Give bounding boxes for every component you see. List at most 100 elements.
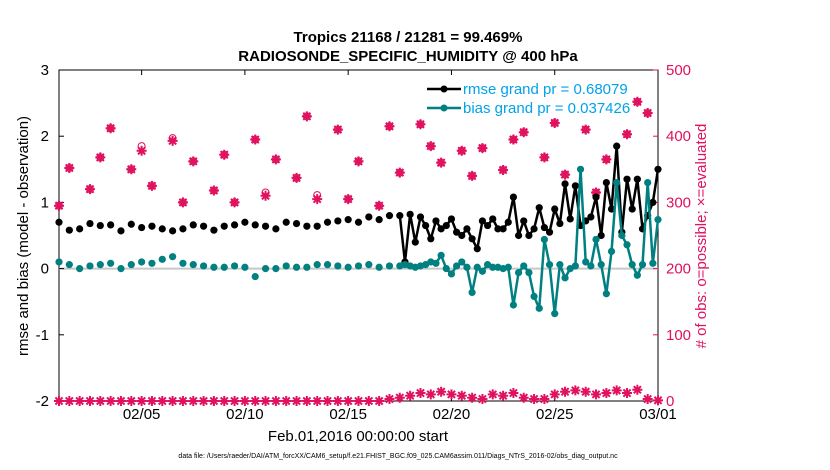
rmse-point: [189, 221, 197, 229]
bias-point: [607, 247, 616, 255]
obs-lower-point: [591, 389, 602, 400]
obs-lower-point: [270, 396, 281, 406]
bias-point: [592, 235, 600, 244]
obs-lower-point: [146, 396, 157, 406]
obs-lower-point: [177, 396, 188, 406]
rmse-point: [509, 193, 518, 201]
bias-point: [344, 263, 352, 271]
rmse-point: [261, 222, 270, 230]
bias-point: [158, 255, 166, 263]
obs-possible-series: [54, 96, 653, 211]
obs-lower-point: [384, 394, 395, 405]
x-tick-label: 02/10: [226, 406, 264, 423]
bias-point: [649, 259, 657, 267]
obs-lower-point: [157, 396, 168, 406]
obs-lower-point: [64, 396, 75, 406]
rmse-point: [613, 142, 621, 150]
rmse-point: [272, 225, 280, 233]
bias-point: [189, 261, 197, 269]
bias-point: [169, 253, 177, 261]
bias-point: [210, 263, 218, 271]
rmse-point: [602, 178, 610, 187]
rmse-point: [504, 218, 512, 226]
bias-point: [453, 262, 461, 270]
rmse-point: [535, 204, 543, 212]
legend-rmse-label: rmse grand pr = 0.68079: [463, 81, 628, 98]
obs-lower-point: [115, 396, 126, 406]
bias-point: [148, 259, 156, 267]
obs-lower-point: [498, 390, 509, 401]
bias-point: [375, 263, 383, 271]
obs-evaluated-point: [84, 184, 95, 195]
legend-bias-marker: [440, 104, 448, 112]
obs-evaluated-point: [312, 194, 323, 205]
obs-lower-point: [632, 384, 643, 395]
obs-lower-point: [198, 396, 209, 406]
rmse-point: [571, 182, 579, 190]
y-left-tick-label: 1: [41, 194, 49, 211]
bias-point: [582, 258, 590, 266]
obs-lower-point: [167, 396, 178, 406]
rmse-point: [463, 225, 471, 233]
bias-point: [587, 262, 595, 270]
obs-evaluated-point: [332, 124, 343, 135]
obs-lower-point: [229, 396, 240, 406]
rmse-point: [313, 222, 321, 230]
obs-lower-point: [549, 389, 560, 400]
obs-lower-point: [467, 392, 478, 403]
rmse-point: [494, 225, 502, 233]
obs-evaluated-point: [477, 143, 488, 154]
y-right-tick-label: 500: [666, 62, 691, 79]
bias-point: [282, 262, 290, 270]
obs-evaluated-point: [508, 134, 519, 145]
rmse-point: [587, 213, 595, 221]
obs-lower-point: [374, 396, 385, 406]
rmse-point: [520, 217, 528, 225]
bias-point: [520, 262, 528, 270]
y-right-tick-label: 0: [666, 393, 674, 410]
obs-evaluated-point: [270, 154, 281, 165]
obs-evaluated-point: [632, 96, 643, 107]
y-left-tick-label: -1: [36, 327, 49, 344]
obs-lower-point: [622, 388, 633, 399]
bias-point: [504, 263, 512, 271]
bias-point: [535, 304, 543, 312]
rmse-point: [282, 218, 290, 226]
obs-lower-point: [281, 396, 292, 406]
bias-point: [334, 262, 342, 270]
obs-lower-point: [301, 396, 312, 406]
x-tick-label: 03/01: [639, 406, 677, 423]
obs-lower-point: [188, 396, 199, 406]
rmse-point: [179, 225, 187, 233]
rmse-point: [514, 231, 523, 240]
x-tick-label: 02/20: [433, 406, 471, 423]
obs-lower-point: [84, 396, 95, 406]
obs-lower-point: [580, 386, 591, 397]
rmse-point: [427, 235, 435, 243]
y-axis-left-ticks: -2 -1 0 1 2 3: [36, 62, 64, 410]
obs-evaluated-point: [343, 194, 354, 205]
obs-evaluated-point: [229, 197, 240, 208]
obs-evaluated-point: [436, 157, 447, 168]
rmse-point: [344, 216, 352, 224]
rmse-point: [633, 175, 641, 183]
rmse-point: [169, 227, 177, 235]
rmse-point: [545, 228, 554, 236]
obs-lower-point: [312, 396, 323, 406]
obs-lower-point: [363, 396, 374, 406]
rmse-point: [127, 220, 135, 228]
y-left-tick-label: 2: [41, 128, 49, 145]
y-axis-right-ticks: 0 100 200 300 400 500: [653, 62, 691, 410]
obs-evaluated-point: [177, 197, 188, 208]
bias-point: [489, 263, 497, 271]
obs-evaluated-point: [219, 149, 230, 160]
bias-point: [96, 261, 104, 269]
plot-area: [58, 69, 659, 402]
obs-lower-point: [415, 388, 426, 399]
rmse-point: [525, 231, 533, 240]
obs-lower-point: [611, 385, 622, 396]
rmse-point: [65, 226, 73, 234]
obs-evaluated-point: [560, 169, 571, 180]
bias-point: [127, 261, 135, 269]
